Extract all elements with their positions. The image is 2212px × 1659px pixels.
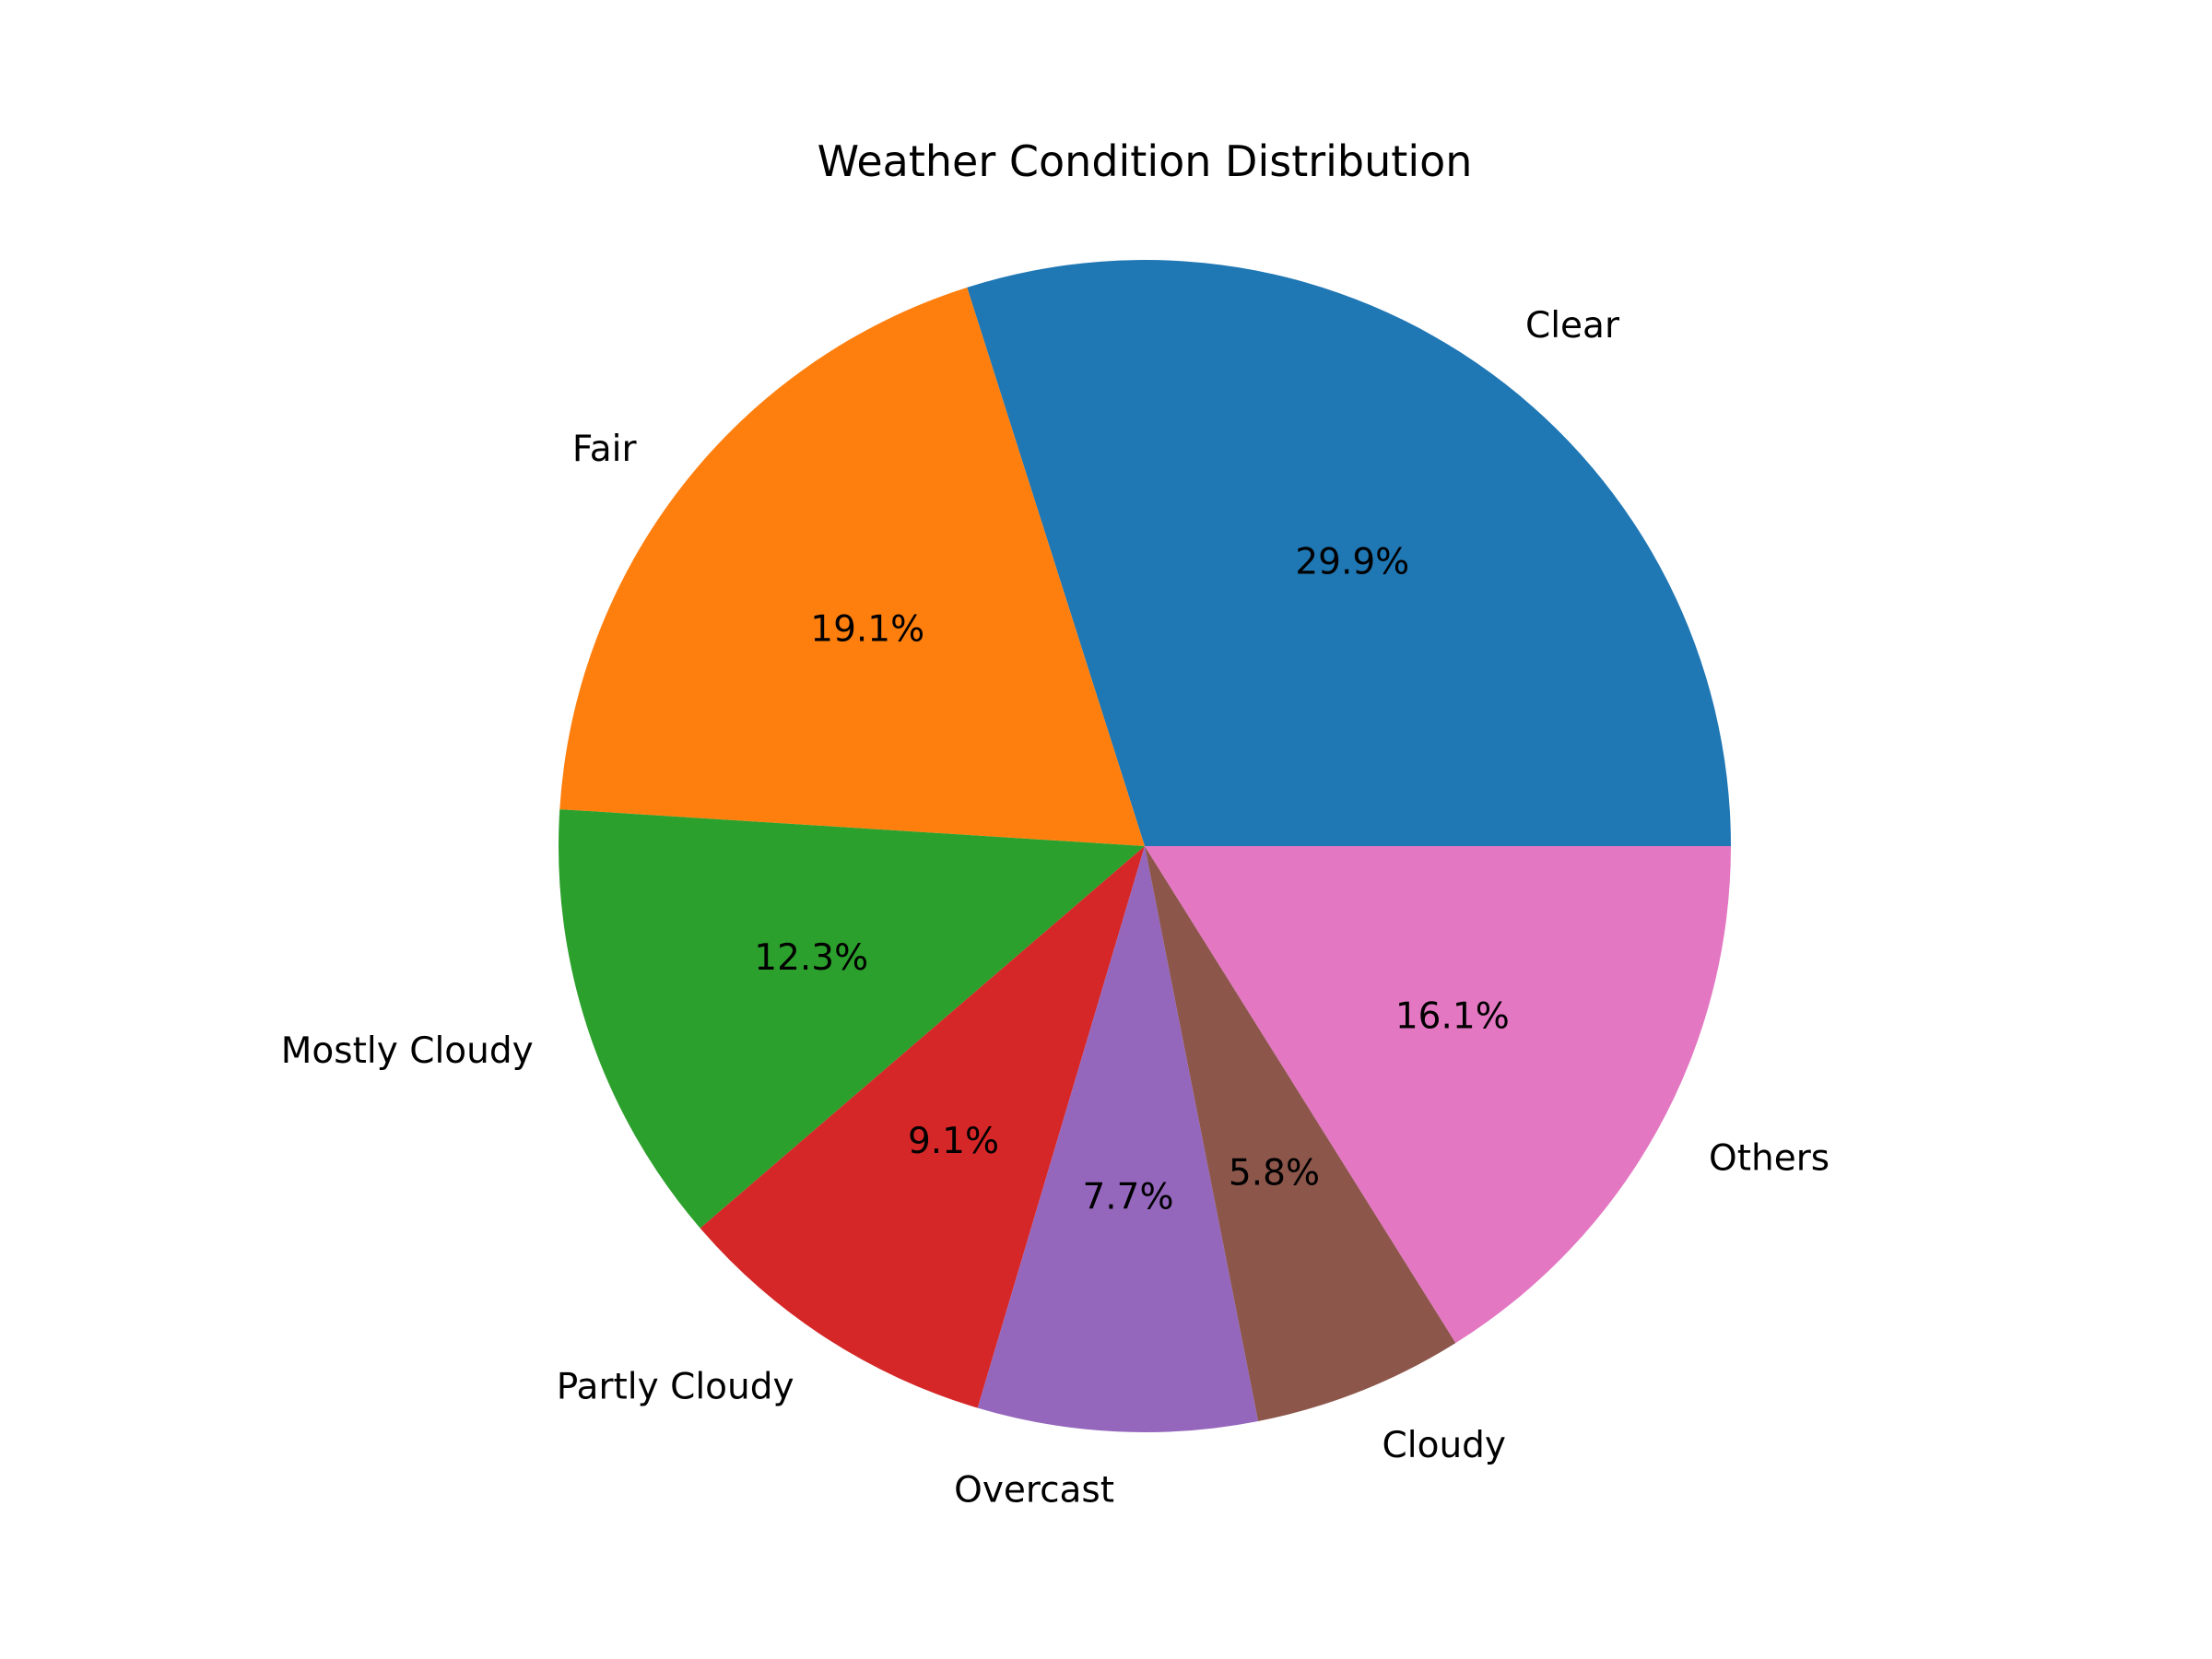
pct-label-partly-cloudy: 9.1%	[908, 1121, 999, 1162]
pie-slices	[559, 260, 1731, 1432]
pct-label-others: 16.1%	[1395, 995, 1510, 1037]
pct-label-clear: 29.9%	[1295, 541, 1409, 582]
slice-label-cloudy: Cloudy	[1382, 1425, 1506, 1466]
pct-label-cloudy: 5.8%	[1229, 1152, 1320, 1194]
pie-slice-cloudy	[1145, 846, 1456, 1421]
slice-labels: Clear Fair Mostly Cloudy Partly Cloudy Overc…	[281, 305, 1830, 1512]
pct-label-fair: 19.1%	[810, 609, 924, 651]
slice-label-partly-cloudy: Partly Cloudy	[557, 1367, 794, 1408]
percentage-labels: 29.9% 19.1% 12.3% 9.1% 7.7% 5.8% 16.1%	[754, 541, 1510, 1218]
slice-label-overcast: Overcast	[954, 1469, 1114, 1511]
slice-label-fair: Fair	[572, 429, 638, 470]
pie-slice-partly-cloudy	[700, 846, 1145, 1408]
pct-label-overcast: 7.7%	[1082, 1177, 1173, 1218]
slice-label-mostly-cloudy: Mostly Cloudy	[281, 1030, 534, 1072]
pct-label-mostly-cloudy: 12.3%	[754, 937, 868, 979]
pie-slice-clear	[967, 260, 1731, 846]
pie-slice-overcast	[977, 846, 1259, 1432]
slice-label-others: Others	[1709, 1137, 1830, 1179]
pie-slice-fair	[559, 287, 1145, 846]
pie-slice-others	[1145, 846, 1731, 1344]
chart-title: Weather Condition Distribution	[818, 136, 1473, 186]
slice-label-clear: Clear	[1525, 305, 1620, 347]
pie-slice-mostly-cloudy	[559, 809, 1145, 1229]
